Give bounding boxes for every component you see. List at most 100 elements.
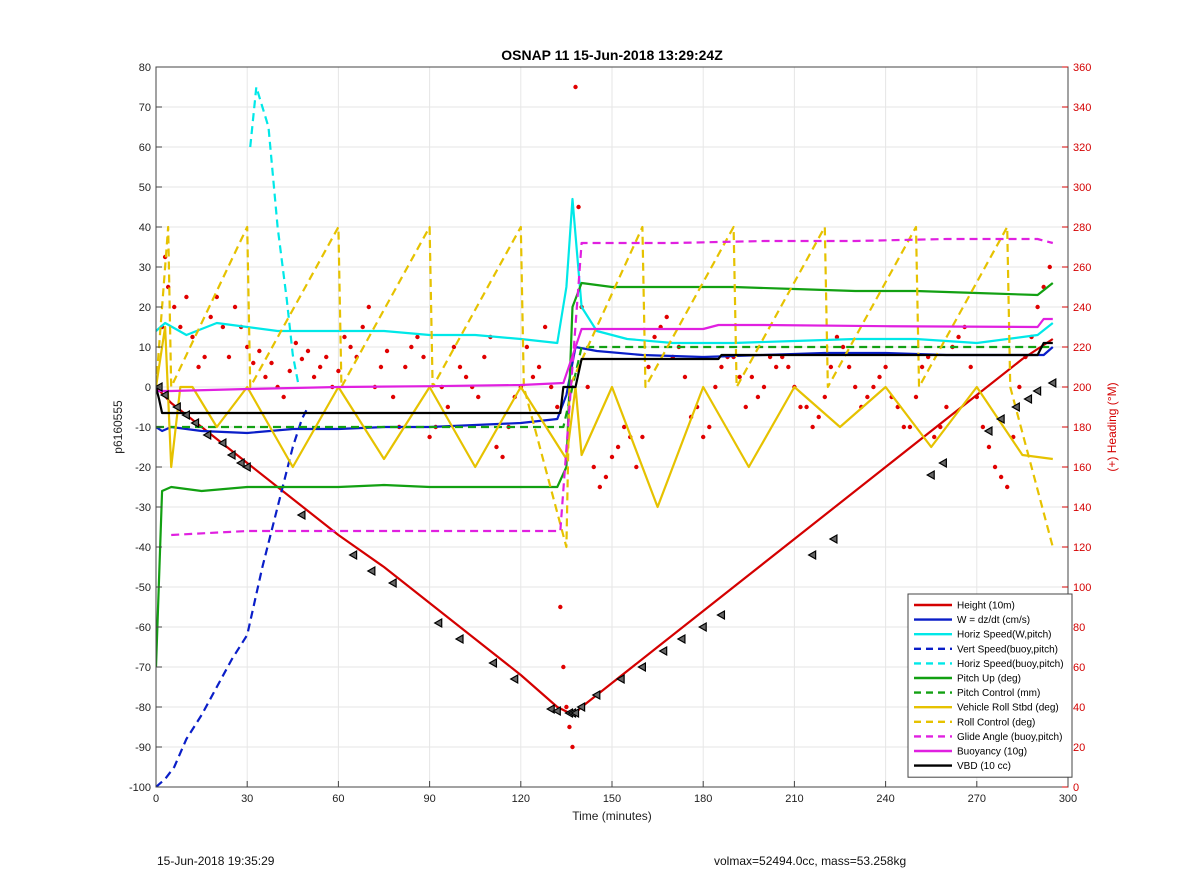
plot-area [156, 84, 1057, 787]
y-tick-label: 20 [139, 302, 151, 314]
y-tick-label: 40 [139, 222, 151, 234]
heading-point [348, 344, 353, 350]
height-marker [716, 609, 726, 621]
x-tick-label: 60 [332, 793, 344, 805]
y-tick-label: -50 [135, 582, 151, 594]
height-marker [828, 533, 838, 545]
height-marker [172, 401, 181, 413]
heading-point [524, 344, 530, 350]
right-tick-label: 0 [1073, 782, 1079, 794]
heading-point [640, 434, 645, 440]
y-tick-label: -10 [135, 422, 151, 434]
heading-point [220, 324, 226, 330]
legend-box [907, 593, 1073, 778]
heading-point [621, 424, 627, 430]
heading-point [257, 348, 262, 354]
heading-point [652, 334, 657, 340]
height-marker [159, 389, 169, 401]
heading-point [184, 294, 189, 300]
heading-point [549, 384, 554, 390]
y-tick-label: -30 [135, 502, 151, 514]
heading-point [682, 374, 688, 380]
heading-point [1017, 384, 1022, 390]
heading-point [269, 360, 274, 366]
heading-point [573, 84, 578, 90]
heading-point [883, 364, 888, 370]
heading-point [324, 354, 329, 360]
heading-point [360, 324, 365, 330]
height-marker [217, 437, 227, 449]
heading-point [305, 348, 311, 354]
legend-entry: Buoyancy (10g) [957, 747, 1027, 758]
x-tick-label: 0 [153, 793, 159, 805]
heading-point [178, 324, 183, 330]
heading-point [390, 394, 396, 400]
heading-point [932, 434, 937, 440]
height-marker [1032, 385, 1042, 397]
height-marker [925, 469, 935, 481]
series-line [156, 197, 1054, 345]
x-tick-label: 120 [512, 793, 530, 805]
heading-point [585, 384, 590, 390]
legend-entry: Roll Control (deg) [957, 717, 1035, 728]
height-marker [454, 633, 464, 645]
heading-point [980, 424, 986, 430]
legend-entry: VBD (10 cc) [957, 761, 1011, 772]
heading-point [415, 334, 420, 340]
heading-point [877, 374, 882, 380]
x-tick-label: 180 [694, 793, 712, 805]
heading-point [986, 444, 992, 450]
heading-point [603, 474, 609, 480]
y-tick-label: 80 [139, 62, 151, 74]
heading-point [190, 334, 195, 340]
heading-point [871, 384, 876, 390]
series-line [156, 341, 1053, 415]
heading-point [713, 384, 718, 390]
heading-point [609, 454, 615, 460]
y-tick-label: 70 [139, 102, 151, 114]
heading-point [476, 394, 481, 400]
height-marker [552, 705, 561, 717]
y-tick-label: -100 [129, 782, 151, 794]
footer-vehicle-info: volmax=52494.0cc, mass=53.258kg [714, 854, 907, 868]
heading-point [749, 374, 755, 380]
height-marker [697, 621, 707, 633]
heading-point [634, 464, 639, 470]
height-marker [576, 701, 586, 713]
heading-point [570, 744, 575, 750]
height-marker [807, 549, 817, 561]
x-axis-label: Time (minutes) [572, 809, 652, 823]
heading-point [317, 364, 323, 370]
heading-point [901, 424, 907, 430]
heading-point [743, 404, 748, 410]
height-marker [545, 703, 555, 715]
heading-point [664, 314, 669, 320]
right-tick-label: 120 [1073, 542, 1091, 554]
heading-point [558, 604, 563, 610]
height-marker [995, 413, 1005, 425]
heading-point [214, 294, 219, 300]
heading-point [403, 364, 408, 370]
x-tick-label: 30 [241, 793, 253, 805]
heading-point [707, 424, 712, 430]
heading-point [293, 340, 299, 346]
heading-point [591, 464, 596, 470]
height-marker [387, 577, 397, 589]
height-marker [509, 673, 519, 685]
tick-labels: 0 30 60 90 120 150 180 210 240 270 300-100-90-80-7… [129, 62, 1091, 805]
heading-point [245, 344, 250, 350]
x-tick-label: 210 [785, 793, 803, 805]
y-tick-label: -80 [135, 702, 151, 714]
heading-point [208, 314, 213, 320]
right-tick-label: 180 [1073, 422, 1091, 434]
heading-point [1005, 484, 1010, 490]
right-tick-label: 260 [1073, 262, 1091, 274]
heading-point [998, 474, 1004, 480]
heading-point [576, 204, 581, 210]
height-marker [938, 457, 947, 469]
heading-point [992, 464, 998, 470]
heading-point [840, 344, 846, 350]
legend-entry: Pitch Control (mm) [957, 688, 1040, 699]
right-axis-label: (+) Heading (°M) [1105, 382, 1119, 471]
